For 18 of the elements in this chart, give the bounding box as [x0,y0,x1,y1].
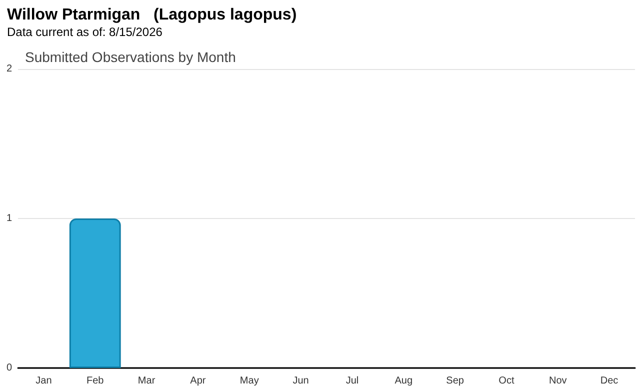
x-tick-label: Jun [292,376,309,386]
chart-title: Willow Ptarmigan (Lagopus lagopus) [7,6,297,24]
x-tick-label: Aug [394,376,413,386]
x-tick-label: Oct [498,376,514,386]
chart-subtitle: Data current as of: 8/15/2026 [7,25,163,39]
y-tick-label: 1 [6,213,12,224]
x-tick-label: Mar [138,376,156,386]
x-tick-label: Feb [86,376,104,386]
x-tick-label: Sep [446,376,464,386]
y-tick-label: 2 [6,64,12,74]
x-tick-label: Jan [36,376,52,386]
y-tick-label: 0 [6,362,12,374]
text: Submitted Observations by Month [25,49,236,65]
x-tick-label: Jul [346,376,359,386]
x-tick-label: Dec [600,376,618,386]
x-tick-label: Nov [548,376,567,386]
x-tick-label: Apr [190,376,206,386]
x-tick-label: May [240,376,259,386]
